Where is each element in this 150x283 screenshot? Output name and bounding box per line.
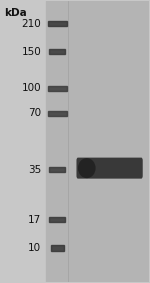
Text: 35: 35 (28, 164, 41, 175)
FancyBboxPatch shape (76, 158, 143, 179)
Text: kDa: kDa (4, 8, 27, 18)
Bar (49, 49, 65, 54)
Bar (49, 167, 65, 172)
Ellipse shape (78, 158, 96, 178)
Text: 70: 70 (28, 108, 41, 119)
Bar (48, 86, 67, 91)
Text: 100: 100 (21, 83, 41, 93)
Text: 150: 150 (21, 47, 41, 57)
Bar (48, 21, 67, 26)
Text: 10: 10 (28, 243, 41, 253)
Text: 210: 210 (21, 19, 41, 29)
Bar (48, 111, 67, 116)
Bar (49, 217, 65, 222)
Bar (51, 245, 64, 250)
Bar (46, 1, 149, 282)
Text: 17: 17 (28, 215, 41, 225)
